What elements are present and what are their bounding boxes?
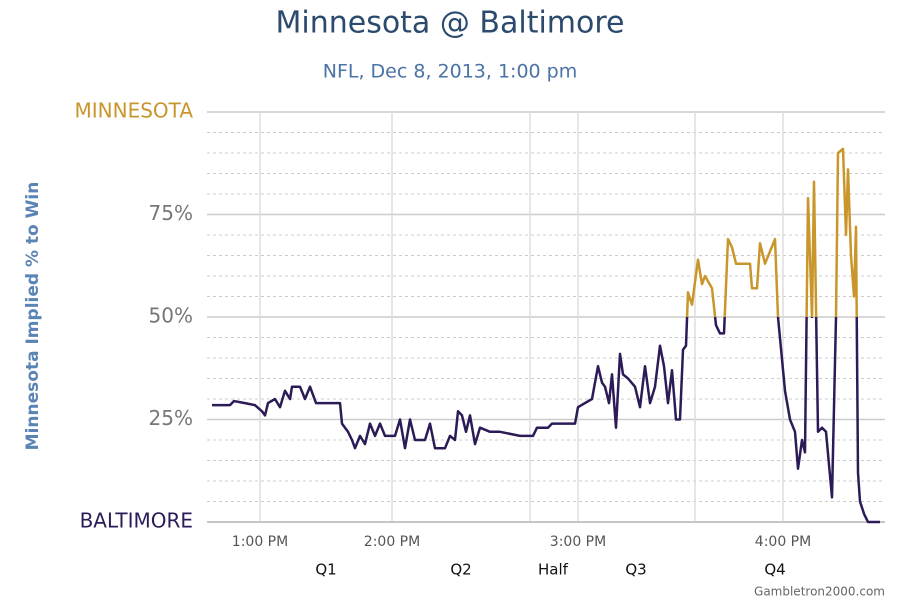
x-tick-label: 3:00 PM — [550, 534, 606, 550]
y-tick-label: MINNESOTA — [75, 99, 194, 123]
source-credit: Gambletron2000.com — [754, 585, 885, 599]
period-label: Q1 — [315, 561, 336, 579]
x-tick-label: 2:00 PM — [364, 534, 420, 550]
period-label: Q4 — [764, 561, 785, 579]
chart-title: Minnesota @ Baltimore — [275, 6, 624, 41]
y-tick-label: 25% — [149, 406, 193, 430]
chart-subtitle: NFL, Dec 8, 2013, 1:00 pm — [323, 61, 578, 83]
series-line — [212, 317, 880, 524]
y-tick-label: 75% — [149, 201, 193, 225]
x-tick-label: 4:00 PM — [755, 534, 811, 550]
y-tick-label: BALTIMORE — [80, 509, 193, 533]
period-label: Q3 — [625, 561, 646, 579]
y-tick-label: 50% — [149, 304, 193, 328]
period-label: Q2 — [450, 561, 471, 579]
x-tick-label: 1:00 PM — [232, 534, 288, 550]
period-label: Half — [538, 561, 569, 579]
y-axis-title: Minnesota Implied % to Win — [23, 182, 43, 451]
